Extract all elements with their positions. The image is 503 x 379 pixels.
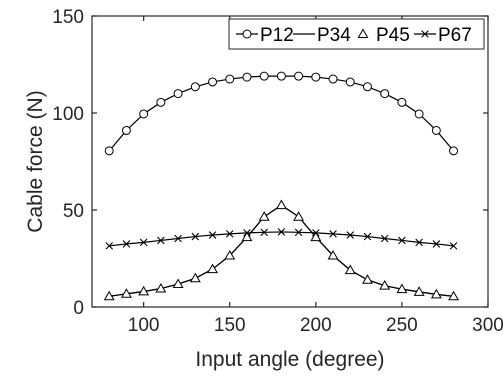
data-point bbox=[362, 82, 372, 92]
data-point bbox=[157, 236, 165, 245]
data-point bbox=[345, 77, 355, 87]
data-point bbox=[413, 286, 425, 296]
data-point bbox=[156, 97, 166, 107]
data-point bbox=[415, 238, 423, 247]
legend-item-p45: P45 bbox=[357, 25, 410, 46]
x-tick-label: 250 bbox=[386, 315, 418, 336]
series-p67 bbox=[105, 228, 458, 250]
data-point bbox=[207, 263, 218, 274]
x-tick-label: 150 bbox=[214, 315, 246, 336]
data-point bbox=[139, 238, 148, 247]
data-point bbox=[397, 97, 407, 107]
x-tick-label: 100 bbox=[128, 315, 160, 336]
legend-label: P67 bbox=[438, 25, 472, 46]
data-point bbox=[380, 234, 389, 243]
data-point bbox=[293, 211, 305, 221]
legend: P12 P34 P45 P67 bbox=[228, 18, 485, 50]
y-tick-label: 150 bbox=[52, 7, 84, 28]
data-point bbox=[294, 228, 303, 237]
legend-marker bbox=[242, 29, 252, 39]
data-point bbox=[208, 77, 218, 87]
data-point bbox=[191, 232, 200, 241]
y-tick-label: 100 bbox=[52, 104, 84, 125]
data-point bbox=[362, 274, 373, 284]
data-point bbox=[311, 72, 321, 82]
data-point bbox=[327, 249, 339, 260]
data-point bbox=[310, 231, 322, 242]
data-point bbox=[396, 283, 408, 294]
data-point bbox=[190, 82, 200, 92]
data-point bbox=[225, 230, 234, 238]
data-point bbox=[344, 264, 356, 275]
data-point bbox=[224, 249, 236, 260]
data-point bbox=[379, 280, 391, 290]
data-point bbox=[260, 228, 268, 237]
data-point bbox=[208, 231, 217, 239]
series-p45 bbox=[103, 199, 460, 301]
legend-item-p34: P34 bbox=[293, 25, 351, 46]
data-point bbox=[174, 234, 182, 243]
data-point bbox=[277, 228, 286, 236]
data-point bbox=[448, 290, 460, 301]
data-point bbox=[312, 229, 320, 237]
data-point bbox=[259, 71, 269, 81]
legend-marker bbox=[357, 28, 369, 38]
y-tick-label: 50 bbox=[63, 201, 84, 222]
x-tick-label: 300 bbox=[472, 315, 503, 336]
data-point bbox=[105, 242, 114, 250]
data-point bbox=[258, 211, 270, 221]
legend-marker bbox=[421, 30, 429, 38]
data-point bbox=[189, 272, 201, 283]
data-point bbox=[241, 231, 253, 242]
y-tick-label: 0 bbox=[73, 298, 84, 319]
data-point bbox=[121, 125, 131, 135]
legend-item-p12: P12 bbox=[236, 25, 294, 46]
data-point bbox=[432, 240, 441, 248]
data-point bbox=[329, 230, 337, 238]
legend-item-p67: P67 bbox=[414, 25, 472, 46]
data-point bbox=[225, 74, 235, 84]
data-point bbox=[363, 232, 372, 241]
plot-area bbox=[91, 15, 489, 308]
data-point bbox=[430, 288, 442, 299]
data-point bbox=[449, 242, 458, 250]
data-point bbox=[414, 109, 424, 119]
data-point bbox=[104, 146, 114, 156]
data-point bbox=[120, 288, 132, 298]
data-point bbox=[122, 240, 131, 248]
x-axis-label: Input angle (degree) bbox=[195, 348, 384, 371]
series-p12 bbox=[104, 71, 459, 156]
axes: 100 150 200 250 300 0 50 100 150 bbox=[52, 7, 503, 336]
legend-label: P45 bbox=[376, 25, 410, 46]
data-point bbox=[172, 278, 184, 289]
data-point bbox=[103, 290, 115, 301]
legend-label: P34 bbox=[317, 25, 351, 46]
data-point bbox=[242, 72, 252, 82]
legend-label: P12 bbox=[260, 25, 294, 46]
data-point bbox=[380, 89, 390, 99]
data-point bbox=[173, 89, 183, 99]
x-tick-label: 200 bbox=[300, 315, 332, 336]
plot-frame bbox=[91, 15, 489, 308]
data-point bbox=[139, 109, 149, 119]
data-point bbox=[346, 231, 355, 239]
data-point bbox=[243, 229, 251, 237]
data-point bbox=[398, 236, 406, 245]
legend-box bbox=[228, 18, 485, 50]
y-axis-label: Cable force (N) bbox=[24, 90, 47, 232]
data-point bbox=[155, 282, 167, 293]
data-point bbox=[294, 71, 304, 81]
data-point bbox=[276, 71, 286, 81]
data-point bbox=[275, 199, 287, 210]
data-point bbox=[328, 74, 338, 84]
data-point bbox=[449, 146, 459, 156]
data-point bbox=[431, 125, 441, 135]
series-group bbox=[103, 71, 460, 301]
data-point bbox=[138, 285, 150, 296]
